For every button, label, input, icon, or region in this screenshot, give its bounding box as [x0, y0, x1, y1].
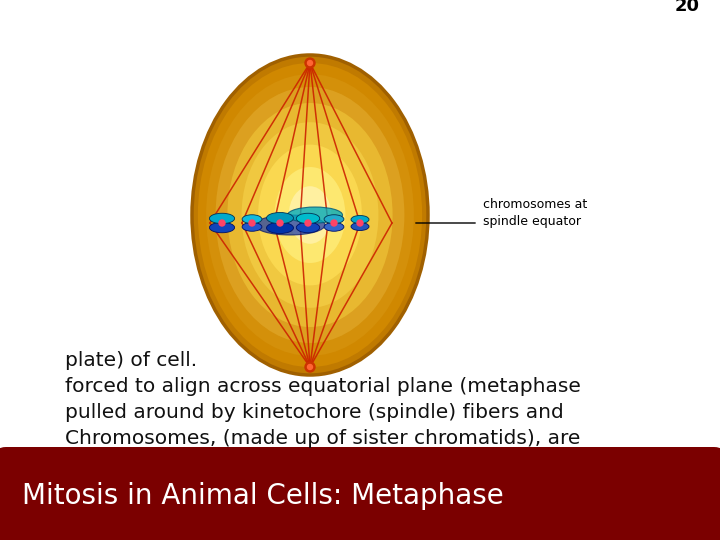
Circle shape	[277, 220, 283, 226]
Text: pulled around by kinetochore (spindle) fibers and: pulled around by kinetochore (spindle) f…	[65, 403, 564, 422]
Ellipse shape	[255, 215, 325, 235]
Circle shape	[305, 58, 315, 68]
Circle shape	[305, 362, 315, 372]
FancyBboxPatch shape	[6, 469, 714, 534]
Ellipse shape	[242, 215, 262, 224]
Text: Chromosomes, (made up of sister chromatids), are: Chromosomes, (made up of sister chromati…	[65, 429, 580, 448]
Circle shape	[307, 60, 312, 65]
Circle shape	[357, 220, 363, 226]
FancyBboxPatch shape	[0, 447, 720, 540]
Ellipse shape	[324, 215, 344, 224]
Ellipse shape	[192, 55, 428, 375]
Ellipse shape	[206, 74, 414, 356]
Ellipse shape	[351, 215, 369, 224]
Ellipse shape	[266, 222, 294, 233]
Ellipse shape	[274, 167, 346, 263]
Circle shape	[305, 220, 311, 226]
Ellipse shape	[266, 213, 294, 224]
Ellipse shape	[210, 213, 235, 224]
Ellipse shape	[215, 87, 405, 343]
Ellipse shape	[242, 222, 262, 231]
Ellipse shape	[289, 186, 331, 244]
Text: forced to align across equatorial plane (metaphase: forced to align across equatorial plane …	[65, 377, 581, 396]
Ellipse shape	[241, 122, 379, 308]
Text: Mitosis in Animal Cells: Metaphase: Mitosis in Animal Cells: Metaphase	[22, 483, 504, 510]
Ellipse shape	[297, 213, 320, 224]
Text: 20: 20	[675, 0, 700, 15]
Circle shape	[331, 220, 337, 226]
Ellipse shape	[258, 145, 362, 286]
Ellipse shape	[210, 222, 235, 233]
Circle shape	[219, 220, 225, 226]
Ellipse shape	[228, 103, 392, 327]
Text: chromosomes at
spindle equator: chromosomes at spindle equator	[483, 198, 588, 228]
Ellipse shape	[351, 222, 369, 231]
Ellipse shape	[198, 63, 422, 367]
Circle shape	[307, 364, 312, 369]
Text: plate) of cell.: plate) of cell.	[65, 351, 197, 370]
Ellipse shape	[287, 207, 343, 223]
Ellipse shape	[297, 222, 320, 233]
Ellipse shape	[324, 222, 344, 231]
Circle shape	[249, 220, 255, 226]
FancyBboxPatch shape	[6, 520, 714, 534]
